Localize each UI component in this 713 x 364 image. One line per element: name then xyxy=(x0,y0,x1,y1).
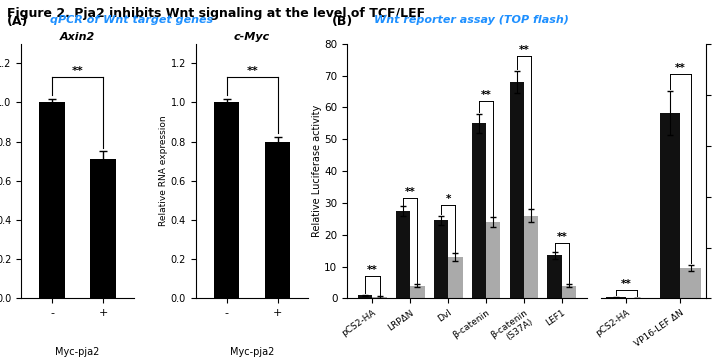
Text: Wnt reporter assay (TOP flash): Wnt reporter assay (TOP flash) xyxy=(374,15,569,24)
Bar xyxy=(510,82,524,298)
Bar xyxy=(472,123,486,298)
Text: **: ** xyxy=(246,66,258,76)
Bar xyxy=(39,103,65,298)
Bar xyxy=(396,211,410,298)
Text: **: ** xyxy=(481,90,491,100)
Text: Figure 2. Pja2 inhibits Wnt signaling at the level of TCF/LEF: Figure 2. Pja2 inhibits Wnt signaling at… xyxy=(7,7,425,20)
Text: (A): (A) xyxy=(7,15,29,28)
Bar xyxy=(486,222,501,298)
Bar xyxy=(372,297,387,298)
Text: **: ** xyxy=(621,279,632,289)
Y-axis label: Relative Luciferase activity: Relative Luciferase activity xyxy=(312,105,322,237)
Bar xyxy=(680,268,701,298)
Text: Myc-pja2: Myc-pja2 xyxy=(56,347,100,356)
Bar xyxy=(548,256,562,298)
Bar xyxy=(91,159,116,298)
Bar xyxy=(660,113,680,298)
Bar xyxy=(265,142,290,298)
Title: c-Myc: c-Myc xyxy=(234,32,270,41)
Bar xyxy=(524,215,538,298)
Text: **: ** xyxy=(556,232,567,242)
Text: **: ** xyxy=(405,187,416,197)
Text: **: ** xyxy=(367,265,378,275)
Text: *: * xyxy=(446,194,451,203)
Text: **: ** xyxy=(518,46,529,55)
Bar xyxy=(605,297,626,298)
Bar xyxy=(448,257,463,298)
Text: **: ** xyxy=(72,66,83,76)
Text: qPCR of Wnt target genes: qPCR of Wnt target genes xyxy=(50,15,213,24)
Text: **: ** xyxy=(675,63,686,73)
Bar xyxy=(562,286,576,298)
Text: (B): (B) xyxy=(332,15,353,28)
Bar xyxy=(214,103,240,298)
Text: Myc-pja2: Myc-pja2 xyxy=(230,347,275,356)
Bar xyxy=(434,221,448,298)
Title: Axin2: Axin2 xyxy=(60,32,96,41)
Bar xyxy=(410,286,425,298)
Y-axis label: Relative RNA expression: Relative RNA expression xyxy=(159,116,168,226)
Bar xyxy=(358,295,372,298)
